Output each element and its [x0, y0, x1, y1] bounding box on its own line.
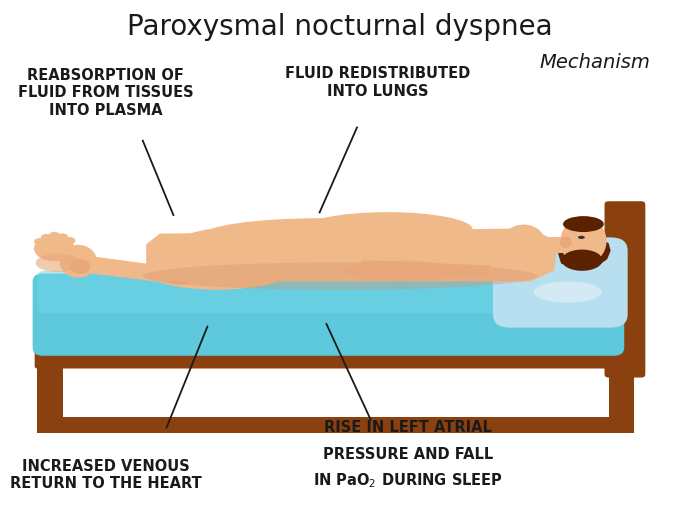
Ellipse shape: [41, 234, 52, 241]
Ellipse shape: [57, 233, 68, 240]
Polygon shape: [146, 228, 558, 281]
Ellipse shape: [170, 227, 306, 272]
Polygon shape: [558, 235, 611, 269]
Polygon shape: [78, 255, 180, 284]
Ellipse shape: [49, 232, 60, 238]
Ellipse shape: [143, 262, 537, 290]
Ellipse shape: [578, 236, 585, 239]
Ellipse shape: [562, 225, 602, 266]
Ellipse shape: [65, 237, 75, 244]
Ellipse shape: [560, 218, 607, 264]
Text: IN PaO$_2$ DURING SLEEP: IN PaO$_2$ DURING SLEEP: [313, 471, 503, 490]
Ellipse shape: [34, 238, 45, 245]
FancyBboxPatch shape: [33, 273, 624, 356]
Ellipse shape: [159, 256, 197, 286]
Ellipse shape: [534, 281, 602, 303]
Ellipse shape: [60, 245, 97, 278]
Ellipse shape: [503, 225, 544, 255]
Ellipse shape: [70, 259, 90, 274]
Ellipse shape: [201, 218, 439, 254]
Ellipse shape: [563, 216, 604, 232]
Bar: [609, 364, 634, 433]
Ellipse shape: [34, 236, 75, 261]
Text: FLUID REDISTRIBUTED
INTO LUNGS: FLUID REDISTRIBUTED INTO LUNGS: [285, 66, 470, 99]
Ellipse shape: [303, 212, 473, 247]
FancyBboxPatch shape: [493, 237, 628, 328]
Ellipse shape: [560, 236, 572, 248]
Text: PRESSURE AND FALL: PRESSURE AND FALL: [323, 447, 493, 461]
FancyBboxPatch shape: [37, 271, 619, 313]
Ellipse shape: [562, 250, 602, 271]
Bar: [37, 417, 634, 433]
Text: Paroxysmal nocturnal dyspnea: Paroxysmal nocturnal dyspnea: [127, 13, 553, 41]
Bar: [37, 364, 63, 433]
Ellipse shape: [36, 253, 80, 272]
Text: Mechanism: Mechanism: [539, 53, 651, 72]
Polygon shape: [537, 237, 563, 253]
Ellipse shape: [343, 261, 459, 281]
FancyBboxPatch shape: [605, 201, 645, 378]
Text: INCREASED VENOUS
RETURN TO THE HEART: INCREASED VENOUS RETURN TO THE HEART: [10, 459, 201, 492]
Text: RISE IN LEFT ATRIAL: RISE IN LEFT ATRIAL: [324, 420, 492, 435]
FancyBboxPatch shape: [35, 344, 617, 369]
Ellipse shape: [143, 250, 292, 290]
Polygon shape: [360, 260, 491, 276]
Text: REABSORPTION OF
FLUID FROM TISSUES
INTO PLASMA: REABSORPTION OF FLUID FROM TISSUES INTO …: [18, 68, 193, 118]
